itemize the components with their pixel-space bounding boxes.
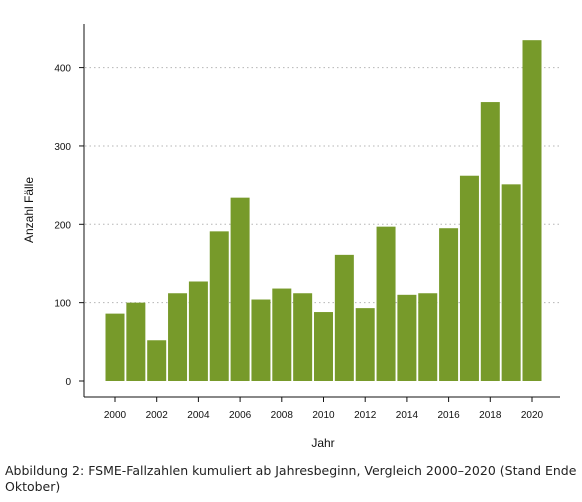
x-tick-label: 2012 bbox=[354, 410, 377, 421]
y-axis-ticks: 0 100 200 300 400 bbox=[54, 64, 84, 388]
bar-2009 bbox=[293, 293, 313, 381]
bar-2020 bbox=[522, 40, 542, 382]
x-axis-label: Jahr bbox=[311, 436, 334, 450]
bar-2012 bbox=[355, 308, 375, 381]
bar-2018 bbox=[480, 102, 500, 381]
bar-2010 bbox=[314, 312, 333, 381]
x-tick-label: 2000 bbox=[104, 410, 127, 421]
bar-2011 bbox=[334, 254, 354, 381]
y-tick-label: 400 bbox=[54, 64, 71, 75]
x-tick-label: 2008 bbox=[271, 410, 294, 421]
bar-2015 bbox=[418, 293, 438, 381]
x-tick-label: 2020 bbox=[521, 410, 544, 421]
bar-2017 bbox=[459, 175, 479, 381]
bar-2014 bbox=[397, 294, 417, 381]
x-tick-label: 2006 bbox=[229, 410, 252, 421]
x-tick-label: 2002 bbox=[146, 410, 169, 421]
bar-2005 bbox=[209, 231, 229, 381]
bar-2019 bbox=[501, 184, 521, 381]
x-tick-label: 2004 bbox=[187, 410, 210, 421]
bar-2016 bbox=[439, 228, 459, 381]
y-tick-label: 200 bbox=[54, 220, 71, 231]
bar-2008 bbox=[272, 288, 292, 381]
y-tick-label: 0 bbox=[65, 377, 71, 388]
x-axis-ticks: 2000 2002 2004 2006 2008 2010 2012 2014 2016 2018… bbox=[104, 397, 544, 421]
bar-2002 bbox=[147, 340, 167, 381]
figure-caption: Abbildung 2: FSME-Fallzahlen kumuliert a… bbox=[5, 463, 577, 494]
bar-2007 bbox=[251, 299, 271, 381]
bar-2004 bbox=[188, 281, 208, 381]
x-tick-label: 2010 bbox=[312, 410, 335, 421]
bar-2006 bbox=[230, 197, 250, 381]
bars bbox=[105, 40, 542, 382]
bar-2000 bbox=[105, 313, 125, 381]
x-tick-label: 2014 bbox=[396, 410, 419, 421]
x-tick-label: 2018 bbox=[479, 410, 502, 421]
bar-2003 bbox=[168, 293, 188, 381]
y-tick-label: 300 bbox=[54, 142, 71, 153]
y-tick-label: 100 bbox=[54, 299, 71, 310]
x-tick-label: 2016 bbox=[437, 410, 460, 421]
y-axis-label: Anzahl Fälle bbox=[22, 177, 36, 243]
bar-2013 bbox=[376, 226, 396, 381]
bar-2001 bbox=[126, 302, 146, 381]
